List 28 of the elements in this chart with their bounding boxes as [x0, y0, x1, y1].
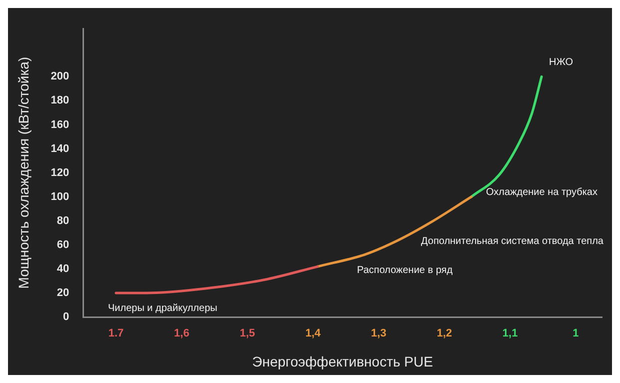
y-tick-label: 120 [50, 166, 70, 179]
x-tick-label: 1.7 [108, 328, 124, 340]
y-axis-title: Мощность охлаждения (кВт/стойка) [15, 56, 32, 289]
x-tick-label: 1,2 [436, 328, 452, 340]
x-tick-label: 1,5 [240, 328, 255, 340]
line-series [470, 75, 543, 198]
annotation: Дополнительная система отвода тепла [421, 236, 604, 247]
annotation: Охлаждение на трубках [486, 186, 598, 198]
y-tick-label: 160 [50, 118, 70, 131]
y-tick-label: 200 [50, 70, 70, 83]
x-tick-label: 1,6 [174, 328, 190, 340]
y-tick-label: 0 [63, 311, 70, 324]
y-tick-label: 140 [50, 142, 70, 155]
annotation: Чилеры и драйкуллеры [108, 302, 218, 314]
x-tick-label: 1,4 [305, 328, 322, 340]
y-tick-label: 20 [56, 287, 70, 299]
y-tick-label: 100 [50, 190, 70, 203]
y-tick-label: 180 [50, 94, 70, 107]
x-tick-label: 1,3 [371, 328, 386, 340]
y-tick-label: 40 [56, 262, 70, 275]
line-series [114, 265, 319, 294]
y-tick-label: 60 [56, 238, 70, 251]
annotation: НЖО [549, 56, 574, 68]
y-tick-label: 80 [56, 214, 70, 227]
x-tick-label: 1,1 [502, 328, 518, 340]
x-axis-title: Энергоэффективность PUE [252, 353, 433, 370]
annotation: Расположение в ряд [357, 264, 453, 276]
x-tick-label: 1 [572, 328, 579, 340]
